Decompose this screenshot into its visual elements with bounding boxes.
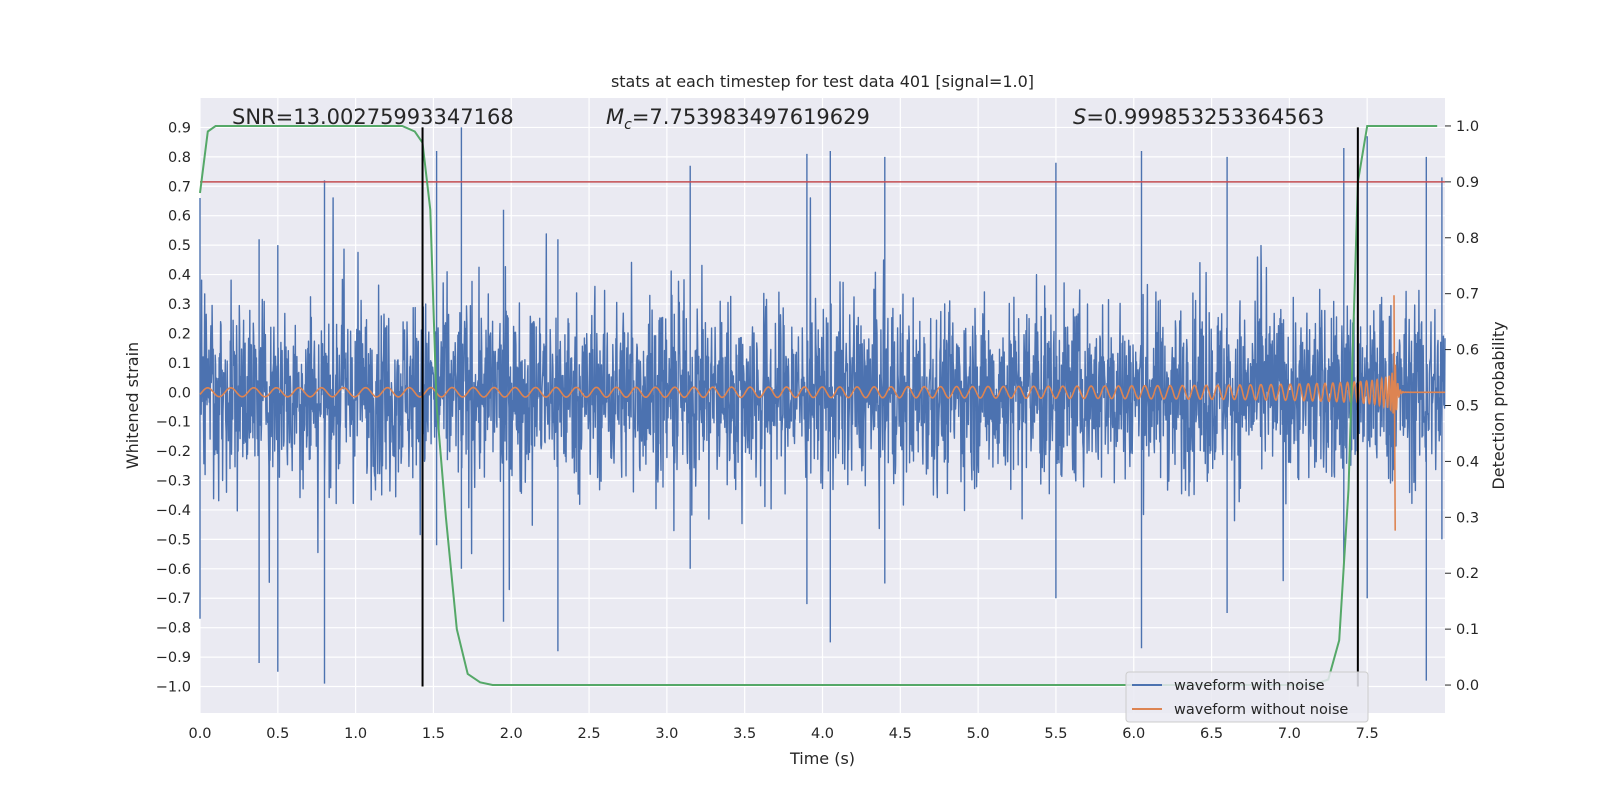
x-tick-label: 1.0 (344, 726, 367, 742)
y-tick-label: 0.9 (168, 120, 191, 136)
chart-title: stats at each timestep for test data 401… (611, 72, 1034, 91)
legend-box (1125, 671, 1369, 723)
snr-annotation: SNR=13.00275993347168 (232, 105, 514, 129)
x-tick-label: 7.0 (1278, 726, 1301, 742)
score-annotation: S=0.999853253364563 (1073, 105, 1324, 129)
chirp-mass-annotation: Mc=7.753983497619629 (606, 105, 870, 133)
y-right-tick-label: 0.9 (1456, 175, 1479, 191)
series-waveform-without-noise (199, 295, 1445, 531)
chirp-mass-symbol: M (606, 105, 624, 129)
x-tick-label: 5.0 (967, 726, 990, 742)
x-tick-label: 0.0 (188, 726, 211, 742)
y-tick-label: 0.8 (168, 150, 191, 166)
y-tick-label: −0.5 (156, 532, 191, 548)
x-tick-label: 7.5 (1356, 726, 1379, 742)
x-tick-label: 4.0 (811, 726, 834, 742)
x-tick-label: 5.5 (1044, 726, 1067, 742)
x-tick-label: 4.5 (889, 726, 912, 742)
y-tick-label: 0.0 (168, 385, 191, 401)
score-value: =0.999853253364563 (1086, 105, 1324, 129)
y-tick-label: 0.4 (168, 268, 191, 284)
x-tick-label: 3.5 (733, 726, 756, 742)
y-right-tick-label: 0.6 (1456, 343, 1479, 359)
y-right-tick-label: 0.5 (1456, 399, 1479, 415)
y-right-tick-label: 0.7 (1456, 287, 1479, 303)
y-axis-right-label: Detection probability (1489, 321, 1508, 489)
legend-label-noise: waveform with noise (1174, 678, 1325, 694)
y-tick-label: −1.0 (156, 680, 191, 696)
series-detection-probability (199, 125, 1438, 686)
y-tick-label: −0.3 (156, 474, 191, 490)
y-tick-label: 0.5 (168, 238, 191, 254)
y-tick-label: −0.6 (156, 562, 191, 578)
x-tick-label: 0.5 (266, 726, 289, 742)
y-tick-label: 0.7 (168, 179, 191, 195)
y-axis-label: Whitened strain (123, 342, 142, 469)
y-tick-label: 0.3 (168, 297, 191, 313)
x-tick-label: 2.0 (500, 726, 523, 742)
y-tick-label: −0.7 (156, 591, 191, 607)
y-tick-label: −0.8 (156, 621, 191, 637)
x-tick-label: 6.0 (1122, 726, 1145, 742)
y-right-tick-label: 0.8 (1456, 231, 1479, 247)
y-right-tick-label: 1.0 (1456, 119, 1479, 135)
chirp-mass-subscript: c (624, 117, 632, 133)
x-tick-label: 1.5 (422, 726, 445, 742)
legend: waveform with noise waveform without noi… (1125, 671, 1369, 723)
y-tick-label: 0.6 (168, 209, 191, 225)
y-tick-label: 0.2 (168, 326, 191, 342)
y-right-tick-label: 0.3 (1456, 510, 1479, 526)
x-axis-label: Time (s) (789, 749, 855, 768)
y-tick-label: −0.9 (156, 650, 191, 666)
y-tick-label: 0.1 (168, 356, 191, 372)
y-tick-label: −0.4 (156, 503, 191, 519)
y-right-tick-label: 0.1 (1456, 622, 1479, 638)
y-tick-label: −0.1 (156, 415, 191, 431)
x-tick-label: 6.5 (1200, 726, 1223, 742)
x-tick-label: 3.0 (655, 726, 678, 742)
y-right-tick-label: 0.4 (1456, 454, 1479, 470)
x-tick-label: 2.5 (578, 726, 601, 742)
series-waveform-with-noise (199, 127, 1446, 684)
y-right-tick-label: 0.0 (1456, 678, 1479, 694)
y-tick-label: −0.2 (156, 444, 191, 460)
chirp-mass-value: =7.753983497619629 (632, 105, 870, 129)
score-symbol: S (1073, 105, 1086, 129)
legend-label-clean: waveform without noise (1174, 702, 1348, 718)
y-right-tick-label: 0.2 (1456, 566, 1479, 582)
